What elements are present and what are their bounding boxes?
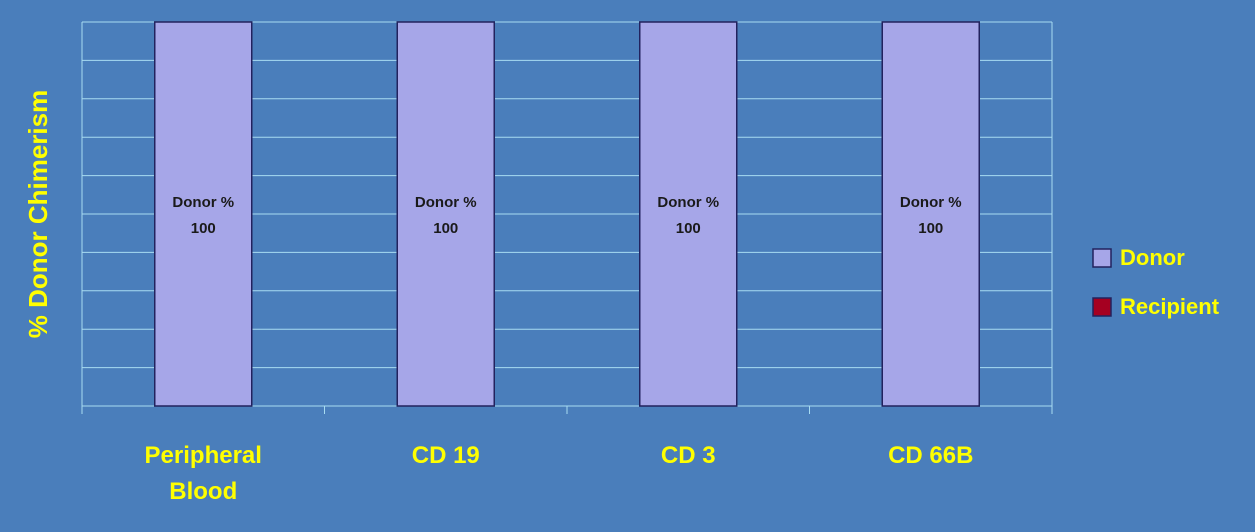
legend-swatch [1092, 297, 1112, 317]
data-label: 100 [918, 220, 943, 237]
data-label: 100 [676, 220, 701, 237]
data-label: 100 [191, 220, 216, 237]
data-label: Donor % [900, 194, 962, 211]
data-label: Donor % [657, 194, 719, 211]
legend-label: Recipient [1120, 294, 1220, 319]
x-tick-label: Peripheral Blood [144, 442, 262, 505]
data-label: Donor % [172, 194, 234, 211]
bar [396, 21, 495, 407]
y-axis-label: % Donor Chimerism [23, 90, 53, 339]
legend-swatch [1092, 248, 1112, 268]
data-label: 100 [433, 220, 458, 237]
bar [881, 21, 980, 407]
bar [154, 21, 253, 407]
x-tick-label: CD 19 [411, 442, 480, 469]
bar [639, 21, 738, 407]
legend-label: Donor [1120, 245, 1185, 270]
x-tick-label: CD 3 [660, 442, 716, 469]
x-tick-label: CD 66B [888, 442, 974, 469]
data-label: Donor % [415, 194, 477, 211]
